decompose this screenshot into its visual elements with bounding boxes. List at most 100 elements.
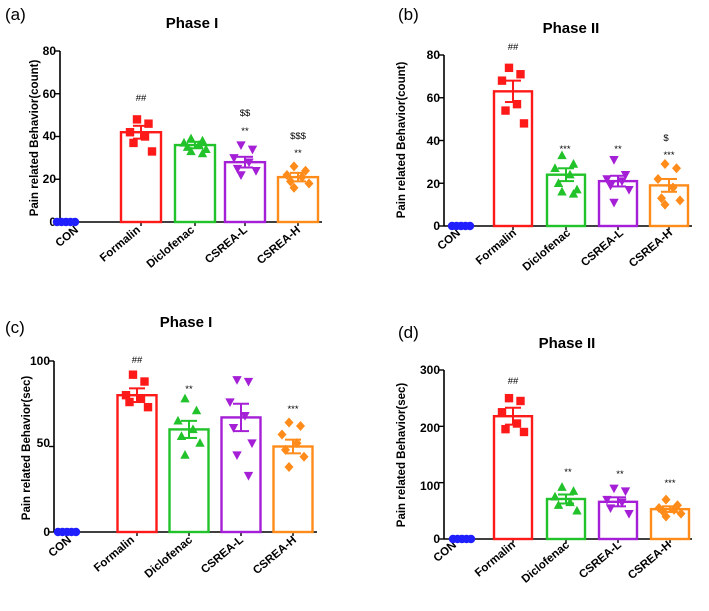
data-point	[297, 172, 307, 183]
data-point	[565, 497, 575, 507]
y-axis-label: Pain related Behavior(sec)	[21, 376, 33, 521]
plot-area-c	[49, 360, 317, 537]
data-point	[661, 494, 671, 505]
panel-label: (d)	[398, 323, 419, 342]
panel-label: (a)	[5, 5, 26, 24]
data-point	[501, 424, 510, 434]
data-point	[173, 415, 183, 425]
bar	[492, 90, 534, 228]
data-point	[504, 63, 514, 73]
data-point	[225, 398, 235, 408]
y-tick-label: 200	[420, 421, 440, 435]
y-tick-label: 0	[433, 532, 440, 546]
data-point	[519, 119, 529, 128]
panel-b: (b) Phase II Pain related Behavior(count…	[396, 5, 675, 274]
data-point	[550, 491, 560, 501]
data-point	[243, 377, 254, 387]
chart-title: Phase I	[160, 314, 213, 331]
data-point	[289, 161, 299, 172]
data-point	[620, 487, 631, 497]
significance-label: ##	[132, 355, 143, 366]
data-point	[128, 370, 138, 379]
significance-label: ***	[287, 404, 298, 415]
data-point	[669, 504, 679, 515]
data-point	[125, 397, 134, 407]
significance-label: **	[185, 384, 193, 395]
data-point	[512, 99, 522, 109]
data-point	[557, 186, 567, 196]
y-tick-label: 60	[427, 91, 441, 105]
y-tick-label: 0	[433, 219, 440, 233]
data-point	[602, 495, 612, 505]
data-point	[602, 175, 612, 184]
data-point	[568, 188, 579, 198]
data-point	[605, 181, 616, 191]
x-tick-label: CSREA-H	[255, 224, 303, 267]
panel-c: (c) Phase I Pain related Behavior(sec) C…	[5, 314, 299, 581]
data-point	[232, 376, 242, 385]
data-point	[605, 504, 616, 514]
x-tick-label: Diclofenac	[520, 539, 573, 586]
data-point	[236, 141, 246, 151]
panel-a: (a) Phase I Pain related Behavior(count)…	[5, 5, 307, 271]
x-tick-label: Formalin	[98, 224, 143, 264]
significance-label: $$$	[290, 131, 307, 142]
bar	[272, 445, 314, 534]
x-tick-label: CSREA-H	[626, 539, 674, 582]
data-point	[132, 115, 142, 124]
data-point	[186, 146, 196, 156]
y-tick-label: 50	[37, 436, 51, 450]
data-point	[624, 185, 634, 195]
significance-label: ##	[508, 42, 519, 53]
data-point	[143, 402, 153, 412]
y-tick-label: 80	[43, 44, 57, 58]
x-tick-label: CON	[47, 534, 74, 560]
x-tick-label: CSREA-L	[579, 227, 626, 269]
x-tick-label: Formalin	[474, 227, 519, 267]
y-tick-label: 20	[427, 177, 441, 191]
data-point	[286, 176, 295, 187]
data-point	[251, 167, 261, 176]
data-point	[140, 377, 149, 386]
data-point	[617, 498, 627, 508]
data-point	[301, 165, 310, 176]
data-point	[121, 391, 131, 400]
data-point	[519, 427, 529, 437]
data-point	[516, 70, 525, 79]
bar	[545, 173, 587, 228]
data-point	[553, 178, 564, 187]
data-point	[284, 462, 294, 473]
bar	[173, 143, 217, 224]
bar	[119, 131, 163, 224]
data-point	[176, 431, 187, 440]
significance-label: **	[241, 126, 249, 137]
data-point	[140, 132, 150, 141]
data-point	[129, 138, 138, 148]
significance-label: ##	[508, 376, 519, 387]
data-point	[292, 438, 302, 449]
data-point	[188, 424, 198, 434]
data-point	[180, 450, 190, 459]
data-point	[609, 198, 619, 208]
data-point	[501, 106, 510, 115]
data-point	[144, 119, 153, 128]
plot-area-b	[439, 54, 692, 231]
y-tick-label: 300	[420, 363, 440, 377]
data-point	[186, 133, 196, 143]
y-axis-label: Pain related Behavior(count)	[396, 62, 408, 219]
data-point	[147, 147, 157, 156]
data-point	[676, 508, 686, 519]
y-tick-label: 100	[30, 354, 50, 368]
data-point	[660, 199, 670, 210]
x-tick-label: CON	[54, 224, 81, 250]
data-point	[281, 444, 290, 455]
data-point	[136, 394, 146, 403]
significance-label: ***	[664, 478, 675, 489]
data-point	[247, 145, 258, 155]
y-tick-label: 60	[43, 87, 57, 101]
data-point	[672, 163, 681, 174]
data-point	[284, 417, 294, 428]
data-point	[550, 163, 560, 172]
data-point	[668, 182, 678, 193]
data-point	[228, 423, 239, 433]
